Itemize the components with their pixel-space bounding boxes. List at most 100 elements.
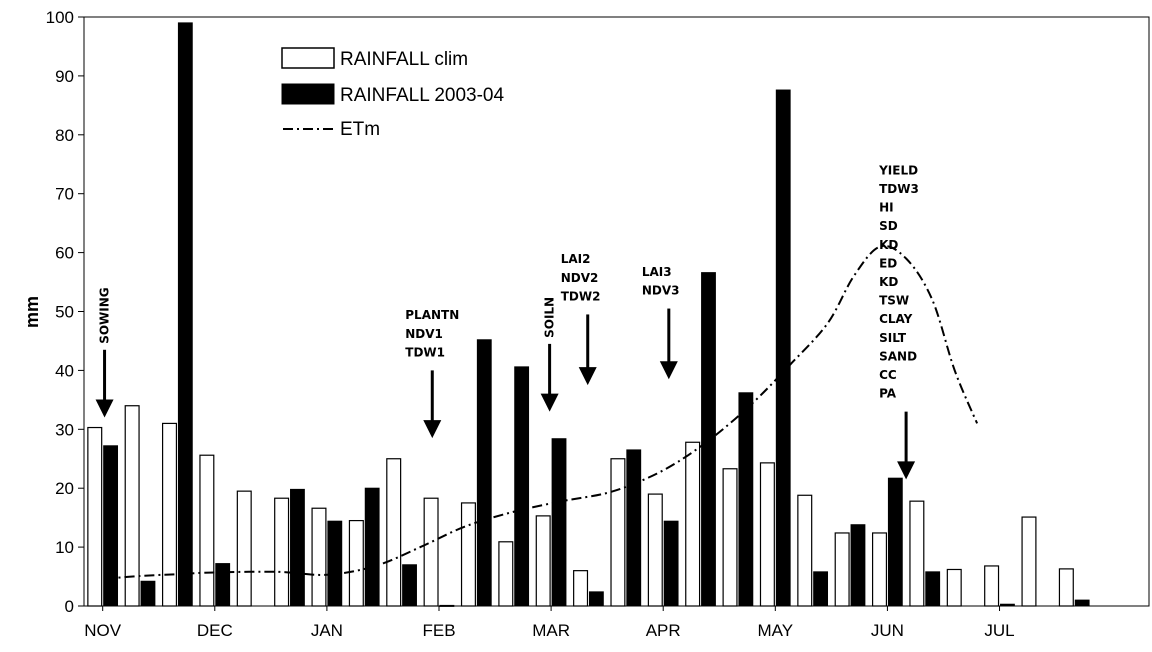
annotation-label: TSW: [879, 294, 909, 308]
bar-rainfall-2003-04: [551, 438, 567, 607]
bars: [87, 22, 1090, 607]
annotations: SOWING PLANTN NDV1 TDW1 SOILN LAI2 NDV2 TDW2 LAI…: [95, 163, 919, 480]
annotation-label: LAI2: [561, 252, 591, 266]
bar-rainfall-2003-04: [775, 89, 791, 607]
annotation-label: ED: [879, 256, 897, 270]
bar-rainfall-2003-04: [588, 591, 604, 607]
annotation-label: PA: [879, 387, 897, 401]
annotation-label: TDW2: [561, 289, 601, 303]
bar-rainfall-clim: [984, 565, 1000, 607]
annotation-label: KD: [879, 238, 898, 252]
annotation-label: SOWING: [98, 287, 112, 343]
bar-rainfall-2003-04: [850, 524, 866, 607]
annotation-label: TDW1: [405, 345, 445, 359]
bar-rainfall-clim: [685, 441, 701, 607]
bar-rainfall-clim: [1058, 568, 1074, 607]
legend-label-2003-04: RAINFALL 2003-04: [340, 85, 504, 106]
arrow-head: [897, 461, 916, 480]
bar-rainfall-clim: [311, 507, 327, 607]
bar-rainfall-2003-04: [439, 604, 455, 607]
etm-line: [104, 245, 979, 580]
arrow-head: [659, 361, 678, 380]
annotation-label: CC: [879, 368, 897, 382]
bar-rainfall-2003-04: [1074, 599, 1090, 607]
bar-rainfall-2003-04: [215, 563, 231, 607]
annotation-label: NDV1: [405, 327, 443, 341]
legend: RAINFALL clim RAINFALL 2003-04 ETm: [281, 47, 504, 140]
annotation-label: SILT: [879, 331, 907, 345]
bar-rainfall-2003-04: [887, 477, 903, 607]
y-tick-label: 50: [55, 303, 74, 322]
annotation-label: SAND: [879, 349, 917, 363]
y-tick-label: 90: [55, 67, 74, 86]
x-tick-label: JUN: [871, 621, 904, 640]
bar-rainfall-clim: [871, 532, 888, 607]
bar-rainfall-2003-04: [514, 366, 530, 607]
bar-rainfall-2003-04: [626, 449, 642, 607]
legend-swatch-2003-04: [281, 83, 335, 105]
bar-rainfall-clim: [386, 458, 402, 607]
bar-rainfall-clim: [610, 458, 626, 607]
annotation-label: TDW3: [879, 182, 919, 196]
y-tick-label: 30: [55, 420, 74, 439]
annotation-label: KD: [879, 275, 898, 289]
bar-rainfall-2003-04: [813, 571, 829, 607]
x-tick-label: DEC: [197, 621, 233, 640]
arrow-head: [578, 367, 597, 386]
legend-label-clim: RAINFALL clim: [340, 49, 468, 70]
bar-rainfall-clim: [647, 493, 663, 607]
bar-rainfall-2003-04: [177, 22, 193, 607]
bar-rainfall-clim: [87, 426, 103, 607]
bar-rainfall-clim: [460, 502, 476, 607]
annotation-label: NDV3: [642, 284, 680, 298]
arrow-head: [540, 393, 559, 412]
bar-rainfall-2003-04: [738, 392, 754, 607]
bar-rainfall-2003-04: [925, 571, 941, 607]
x-tick-label: JAN: [311, 621, 343, 640]
arrow-head: [95, 399, 114, 418]
bar-rainfall-clim: [759, 462, 775, 607]
legend-label-etm: ETm: [340, 119, 380, 140]
annotation-label: LAI3: [642, 265, 672, 279]
y-tick-label: 70: [55, 185, 74, 204]
bar-rainfall-2003-04: [290, 488, 305, 607]
bar-rainfall-2003-04: [663, 520, 679, 607]
x-axis: NOV DEC JAN FEB MAR APR MAY JUN JUL: [84, 606, 1015, 640]
y-tick-label: 80: [55, 126, 74, 145]
bar-rainfall-clim: [722, 468, 738, 607]
bar-rainfall-clim: [535, 515, 551, 607]
bar-rainfall-clim: [797, 494, 813, 607]
y-tick-label: 60: [55, 244, 74, 263]
bar-rainfall-clim: [274, 497, 290, 607]
bar-rainfall-clim: [946, 568, 962, 607]
y-tick-label: 100: [46, 8, 74, 27]
y-tick-label: 10: [55, 538, 74, 557]
bar-rainfall-clim: [573, 570, 589, 607]
bar-rainfall-2003-04: [103, 445, 119, 607]
bar-rainfall-2003-04: [701, 272, 716, 607]
annotation-label: NDV2: [561, 271, 599, 285]
bar-rainfall-clim: [1021, 516, 1037, 607]
bar-rainfall-2003-04: [402, 564, 417, 607]
bar-rainfall-clim: [834, 532, 850, 607]
annotation-label: SD: [879, 219, 898, 233]
x-tick-label: JUL: [984, 621, 1014, 640]
annotation-label: YIELD: [878, 163, 918, 177]
y-tick-label: 0: [65, 597, 74, 616]
bar-rainfall-clim: [124, 405, 140, 607]
x-tick-label: MAY: [758, 621, 794, 640]
annotation-label: PLANTN: [405, 308, 459, 322]
x-tick-label: MAR: [532, 621, 570, 640]
annotation-label: SOILN: [543, 297, 557, 338]
x-tick-label: FEB: [422, 621, 455, 640]
bar-rainfall-2003-04: [364, 487, 380, 607]
bar-rainfall-clim: [348, 519, 364, 607]
bar-rainfall-2003-04: [140, 580, 156, 607]
x-tick-label: NOV: [84, 621, 122, 640]
bar-rainfall-2003-04: [327, 520, 343, 607]
bar-rainfall-clim: [161, 422, 178, 607]
bar-rainfall-clim: [423, 497, 439, 607]
y-axis: 0 10 20 30 40 50 60 70 80 90 100: [46, 8, 84, 616]
bar-rainfall-2003-04: [476, 339, 492, 607]
